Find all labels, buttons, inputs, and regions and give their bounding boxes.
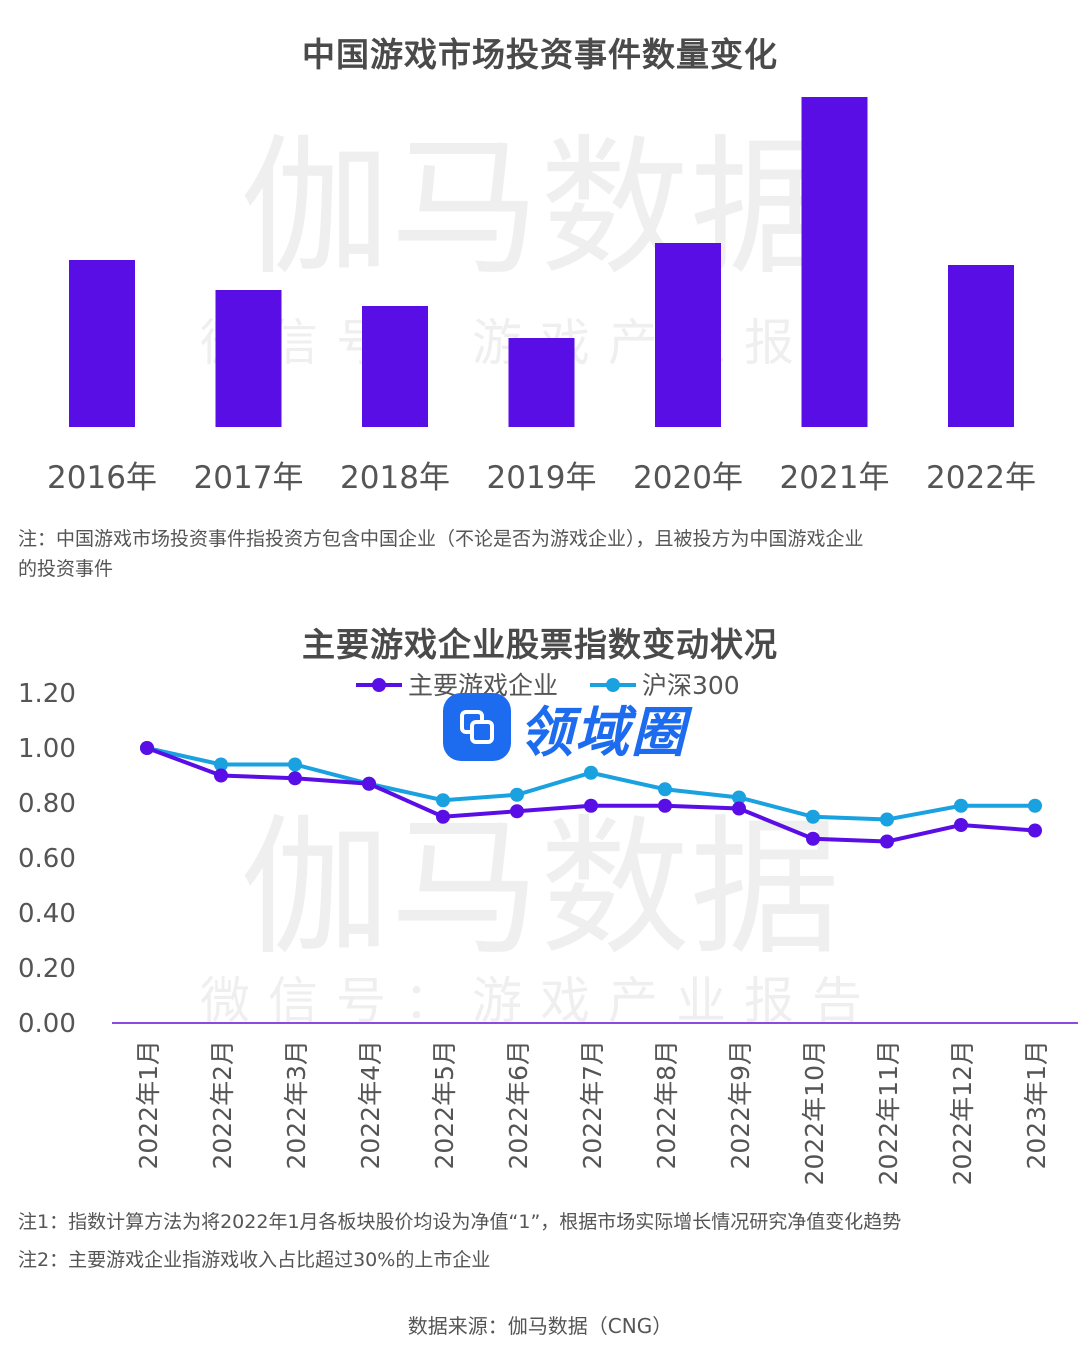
data-point xyxy=(806,831,820,846)
x-tick-label: 2018年 xyxy=(340,460,450,496)
data-point xyxy=(1028,798,1042,813)
x-tick-label: 2022年3月 xyxy=(282,1040,311,1170)
data-point xyxy=(584,798,598,813)
data-point xyxy=(880,812,894,827)
y-tick-label: 0.20 xyxy=(18,954,76,984)
x-tick-label: 2021年 xyxy=(780,460,890,496)
app-icon xyxy=(443,693,511,761)
bar-chart-title: 中国游戏市场投资事件数量变化 xyxy=(302,35,778,74)
watermark-subtext: 微信号：游戏产业报告 xyxy=(200,972,880,1030)
x-tick-label: 2017年 xyxy=(194,460,304,496)
data-point xyxy=(362,776,376,791)
data-source: 数据来源：伽马数据（CNG） xyxy=(407,1314,673,1338)
x-tick-label: 2022年 xyxy=(926,460,1036,496)
bar-chart-note: 注：中国游戏市场投资事件指投资方包含中国企业（不论是否为游戏企业），且被投方为中… xyxy=(18,528,864,580)
data-point xyxy=(732,790,746,805)
legend-label-series2: 沪深300 xyxy=(642,671,740,700)
watermark-text: 伽马数据 xyxy=(240,802,840,976)
x-tick-label: 2022年5月 xyxy=(430,1040,459,1170)
data-point xyxy=(510,804,524,819)
y-tick-label: 0.80 xyxy=(18,789,76,819)
data-point xyxy=(584,765,598,780)
data-point xyxy=(436,793,450,808)
data-point xyxy=(436,809,450,824)
y-tick-label: 1.20 xyxy=(18,679,76,709)
bar xyxy=(801,97,868,427)
bar xyxy=(655,243,721,427)
watermark-text: 伽马数据 xyxy=(240,122,840,296)
data-point xyxy=(214,768,228,783)
y-tick-label: 0.00 xyxy=(18,1009,76,1039)
data-point xyxy=(806,809,820,824)
x-tick-label: 2023年1月 xyxy=(1022,1040,1051,1170)
x-tick-label: 2019年 xyxy=(487,460,597,496)
x-tick-label: 2022年8月 xyxy=(652,1040,681,1170)
data-point xyxy=(288,771,302,786)
data-point xyxy=(288,757,302,772)
x-tick-label: 2022年12月 xyxy=(948,1040,977,1185)
legend-marker-series1 xyxy=(372,678,386,692)
x-tick-label: 2022年9月 xyxy=(726,1040,755,1170)
line-chart-title: 主要游戏企业股票指数变动状况 xyxy=(302,625,778,664)
logo: 领域圈 xyxy=(443,692,687,764)
x-tick-label: 2022年11月 xyxy=(874,1040,903,1185)
data-point xyxy=(954,818,968,832)
line-chart-note-2: 注2：主要游戏企业指游戏收入占比超过30%的上市企业 xyxy=(18,1249,491,1271)
x-tick-label: 2022年6月 xyxy=(504,1040,533,1170)
data-point xyxy=(1028,823,1042,838)
data-point xyxy=(510,787,524,802)
data-point xyxy=(658,782,672,797)
data-point xyxy=(732,801,746,816)
data-point xyxy=(954,798,968,813)
bar-chart: 伽马数据 微信号：游戏产业报告 2016年2017年2018年2019年2020… xyxy=(47,97,1036,496)
bar xyxy=(215,290,282,427)
x-tick-label: 2022年4月 xyxy=(356,1040,385,1170)
logo-text: 领域圈 xyxy=(519,700,687,764)
x-tick-label: 2022年2月 xyxy=(208,1040,237,1170)
line-chart-note-1: 注1：指数计算方法为将2022年1月各板块股价均设为净值“1”，根据市场实际增长… xyxy=(18,1211,902,1233)
x-tick-label: 2022年10月 xyxy=(800,1040,829,1185)
bar xyxy=(508,338,575,427)
x-tick-label: 2022年7月 xyxy=(578,1040,607,1170)
bar xyxy=(362,306,428,427)
x-tick-label: 2022年1月 xyxy=(134,1040,163,1170)
data-point xyxy=(658,798,672,813)
x-tick-label: 2016年 xyxy=(47,460,157,496)
data-point xyxy=(880,834,894,849)
data-point xyxy=(140,741,154,755)
line-chart: 伽马数据 微信号：游戏产业报告 主要游戏企业 沪深300 0.000.200.4… xyxy=(18,671,1078,1185)
y-tick-label: 0.40 xyxy=(18,899,76,929)
x-tick-label: 2020年 xyxy=(633,460,743,496)
bar xyxy=(948,265,1014,427)
y-tick-label: 1.00 xyxy=(18,734,76,764)
data-point xyxy=(214,757,228,772)
y-tick-label: 0.60 xyxy=(18,844,76,874)
legend-marker-series2 xyxy=(606,678,620,692)
bar xyxy=(69,260,135,427)
